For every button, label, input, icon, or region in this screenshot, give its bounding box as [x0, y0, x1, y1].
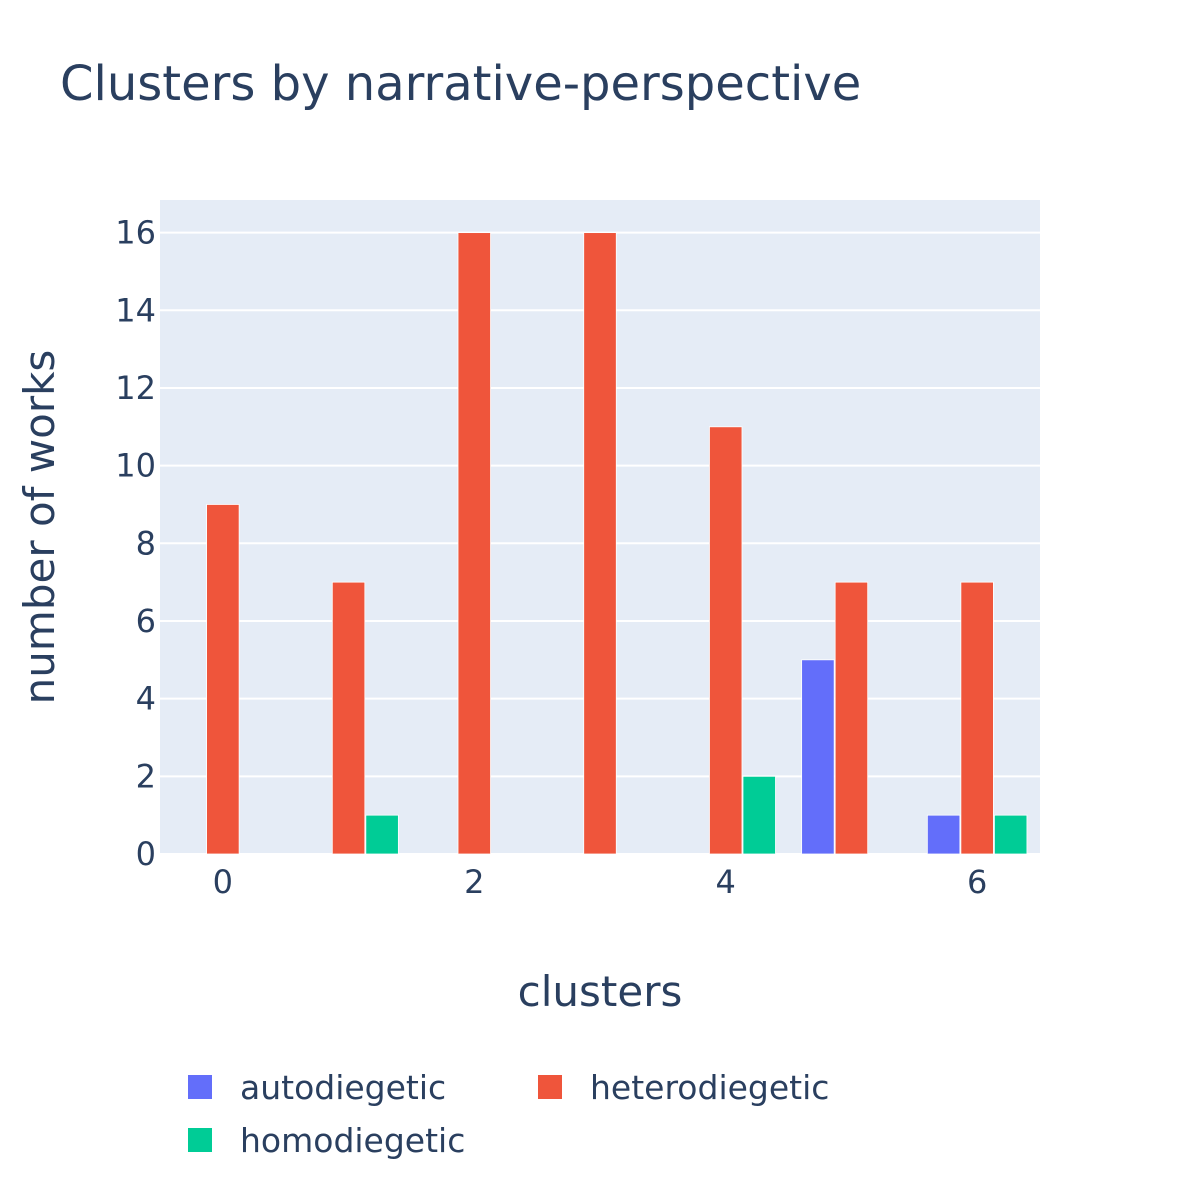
chart-title: Clusters by narrative-perspective — [60, 56, 861, 112]
legend: autodiegetic heterodiegetic homodiegetic — [188, 1068, 829, 1160]
bar-heterodiegetic-cluster-1[interactable] — [331, 581, 366, 855]
legend-label: homodiegetic — [240, 1121, 465, 1160]
bar-heterodiegetic-cluster-3[interactable] — [583, 232, 617, 855]
bar-homodiegetic-cluster-4[interactable] — [742, 775, 776, 855]
y-tick-label: 0 — [136, 835, 156, 873]
y-tick-label: 2 — [136, 757, 156, 795]
y-axis-ticks: 0 2 4 6 8 10 12 14 16 — [115, 214, 156, 873]
legend-item-autodiegetic[interactable]: autodiegetic — [188, 1068, 446, 1107]
bar-heterodiegetic-cluster-5[interactable] — [834, 581, 869, 855]
legend-label: autodiegetic — [240, 1068, 446, 1107]
y-tick-label: 14 — [115, 291, 156, 329]
legend-swatch — [538, 1075, 562, 1099]
x-tick-label: 6 — [967, 863, 987, 901]
y-tick-label: 12 — [115, 369, 156, 407]
bar-heterodiegetic-cluster-6[interactable] — [960, 581, 994, 855]
x-axis-label: clusters — [518, 967, 683, 1016]
y-tick-label: 16 — [115, 214, 156, 252]
bar-autodiegetic-cluster-5[interactable] — [801, 659, 835, 855]
x-tick-label: 2 — [464, 863, 484, 901]
legend-swatch — [188, 1075, 212, 1099]
legend-swatch — [188, 1128, 212, 1152]
y-tick-label: 6 — [136, 602, 156, 640]
bar-homodiegetic-cluster-6[interactable] — [994, 814, 1028, 855]
x-tick-label: 0 — [213, 863, 233, 901]
bars — [206, 232, 1028, 855]
bar-heterodiegetic-cluster-0[interactable] — [206, 504, 240, 855]
legend-label: heterodiegetic — [590, 1068, 829, 1107]
bar-autodiegetic-cluster-6[interactable] — [926, 814, 961, 855]
y-tick-label: 8 — [136, 524, 156, 562]
bar-homodiegetic-cluster-1[interactable] — [365, 814, 399, 855]
legend-item-homodiegetic[interactable]: homodiegetic — [188, 1121, 465, 1160]
x-axis-ticks: 0 2 4 6 — [213, 863, 988, 901]
legend-item-heterodiegetic[interactable]: heterodiegetic — [538, 1068, 829, 1107]
bar-heterodiegetic-cluster-2[interactable] — [457, 232, 491, 855]
y-tick-label: 4 — [136, 680, 156, 718]
bar-heterodiegetic-cluster-4[interactable] — [709, 426, 743, 855]
y-axis-label: number of works — [15, 350, 64, 705]
x-tick-label: 4 — [716, 863, 736, 901]
y-tick-label: 10 — [115, 447, 156, 485]
